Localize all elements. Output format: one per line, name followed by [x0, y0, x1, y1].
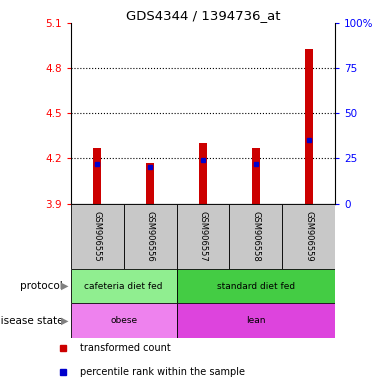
Bar — [177, 303, 335, 338]
Text: GSM906559: GSM906559 — [304, 211, 313, 262]
Text: standard diet fed: standard diet fed — [217, 281, 295, 291]
Bar — [146, 163, 154, 204]
Text: disease state: disease state — [0, 316, 63, 326]
Bar — [71, 204, 124, 269]
Text: GSM906556: GSM906556 — [146, 211, 155, 262]
Text: percentile rank within the sample: percentile rank within the sample — [80, 367, 245, 377]
Bar — [124, 204, 177, 269]
Title: GDS4344 / 1394736_at: GDS4344 / 1394736_at — [126, 9, 280, 22]
Text: obese: obese — [110, 316, 137, 325]
Bar — [177, 204, 229, 269]
Text: protocol: protocol — [20, 281, 63, 291]
Text: ▶: ▶ — [61, 316, 69, 326]
Bar — [177, 269, 335, 303]
Text: GSM906558: GSM906558 — [251, 211, 260, 262]
Text: lean: lean — [246, 316, 265, 325]
Bar — [282, 204, 335, 269]
Bar — [252, 148, 260, 204]
Bar — [71, 269, 177, 303]
Text: ▶: ▶ — [61, 281, 69, 291]
Bar — [305, 49, 313, 204]
Text: GSM906557: GSM906557 — [198, 211, 208, 262]
Text: transformed count: transformed count — [80, 343, 171, 354]
Bar — [93, 148, 101, 204]
Bar — [229, 204, 282, 269]
Text: cafeteria diet fed: cafeteria diet fed — [85, 281, 163, 291]
Bar — [199, 143, 207, 204]
Bar — [71, 303, 177, 338]
Text: GSM906555: GSM906555 — [93, 211, 102, 262]
